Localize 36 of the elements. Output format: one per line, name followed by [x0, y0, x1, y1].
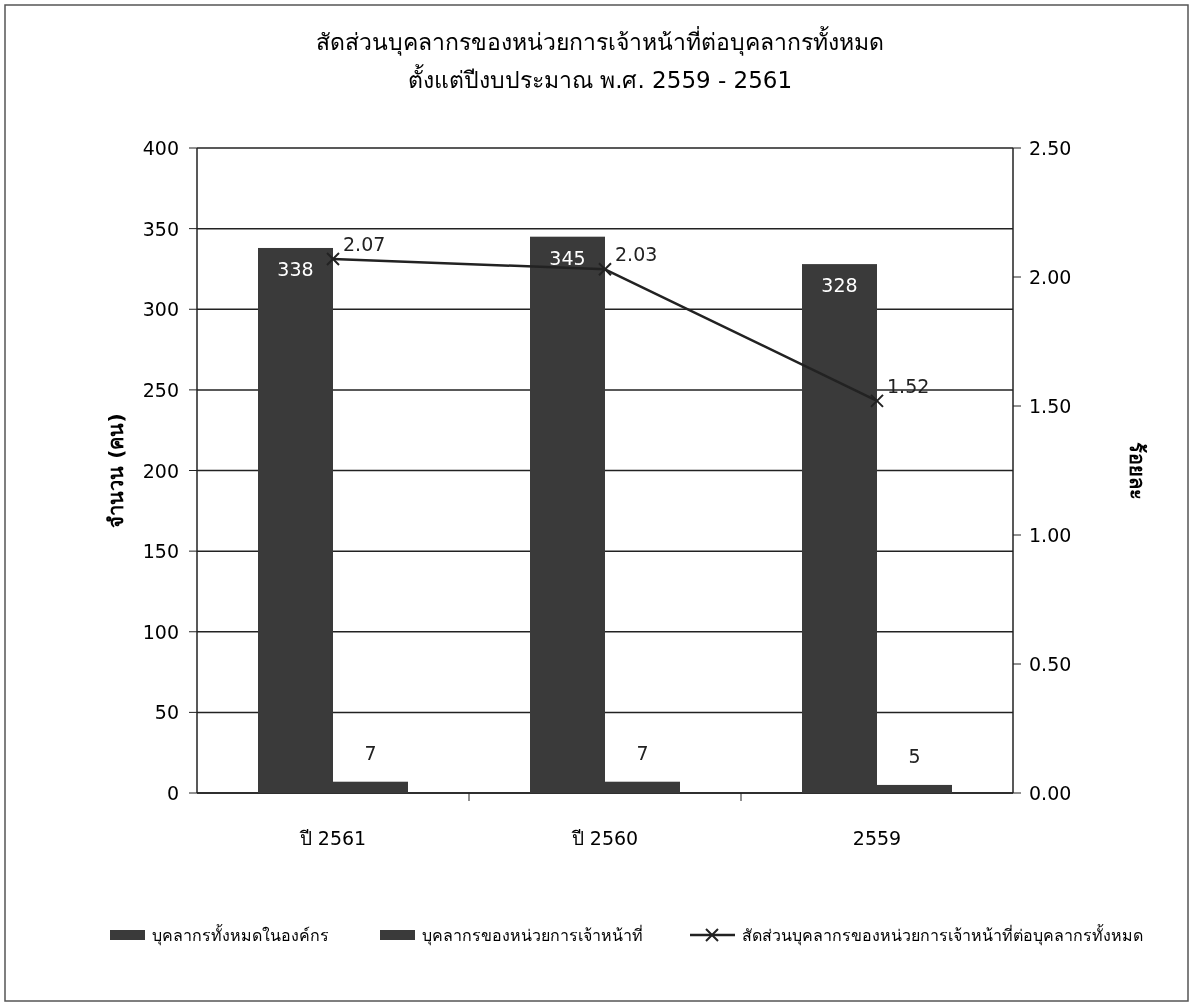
- data-label: 345: [549, 246, 586, 269]
- y-tick-label: 350: [142, 217, 179, 240]
- y-tick-label: 300: [142, 298, 179, 321]
- y2-tick-label: 2.50: [1029, 137, 1072, 159]
- y2-tick-label: 1.00: [1029, 524, 1072, 546]
- y2-tick-label: 0.00: [1029, 782, 1072, 804]
- point: [326, 251, 340, 266]
- chart-title: สัดส่วนบุคลากรของหน่วยการเจ้าหน้าที่ต่อบุคลากรทั้งหมด: [316, 26, 884, 56]
- y2-tick-label: 1.50: [1029, 395, 1072, 417]
- y-tick-label: 200: [142, 459, 179, 482]
- y-tick-label: 150: [142, 540, 179, 563]
- y-tick-label: 100: [142, 620, 179, 643]
- data-label: 2.07: [343, 232, 386, 255]
- data-label: 7: [636, 741, 649, 764]
- chart-subtitle: ตั้งแต่ปีงบประมาณ พ.ศ. 2559 - 2561: [407, 64, 793, 93]
- y2-axis-title: ร้อยละ: [1125, 441, 1149, 500]
- point: [598, 262, 612, 277]
- data-label: 7: [364, 741, 377, 764]
- y2-tick-label: 0.50: [1029, 653, 1072, 675]
- data-label: 338: [277, 257, 314, 280]
- legend-label: บุคลากรทั้งหมดในองค์กร: [152, 924, 329, 946]
- y-tick-label: 0: [166, 782, 179, 804]
- y-axis-title: จำนวน (คน): [104, 413, 128, 528]
- y-tick-label: 400: [142, 137, 179, 159]
- y-tick-label: 250: [142, 378, 179, 401]
- x-tick-label: ปี 2560: [570, 827, 639, 849]
- data-label: 2.03: [615, 243, 658, 266]
- legend-label: บุคลากรของหน่วยการเจ้าหน้าที่: [422, 924, 643, 946]
- point: [870, 393, 884, 408]
- y2-tick-label: 2.00: [1029, 266, 1072, 288]
- data-label: 328: [821, 274, 858, 297]
- y-tick-label: 50: [154, 701, 179, 724]
- x-tick-label: ปี 2561: [298, 827, 367, 849]
- x-tick-label: 2559: [852, 827, 902, 849]
- legend-label: สัดส่วนบุคลากรของหน่วยการเจ้าหน้าที่ต่อบุคลากรทั้งหมด: [742, 924, 1143, 946]
- data-label: 5: [908, 744, 921, 767]
